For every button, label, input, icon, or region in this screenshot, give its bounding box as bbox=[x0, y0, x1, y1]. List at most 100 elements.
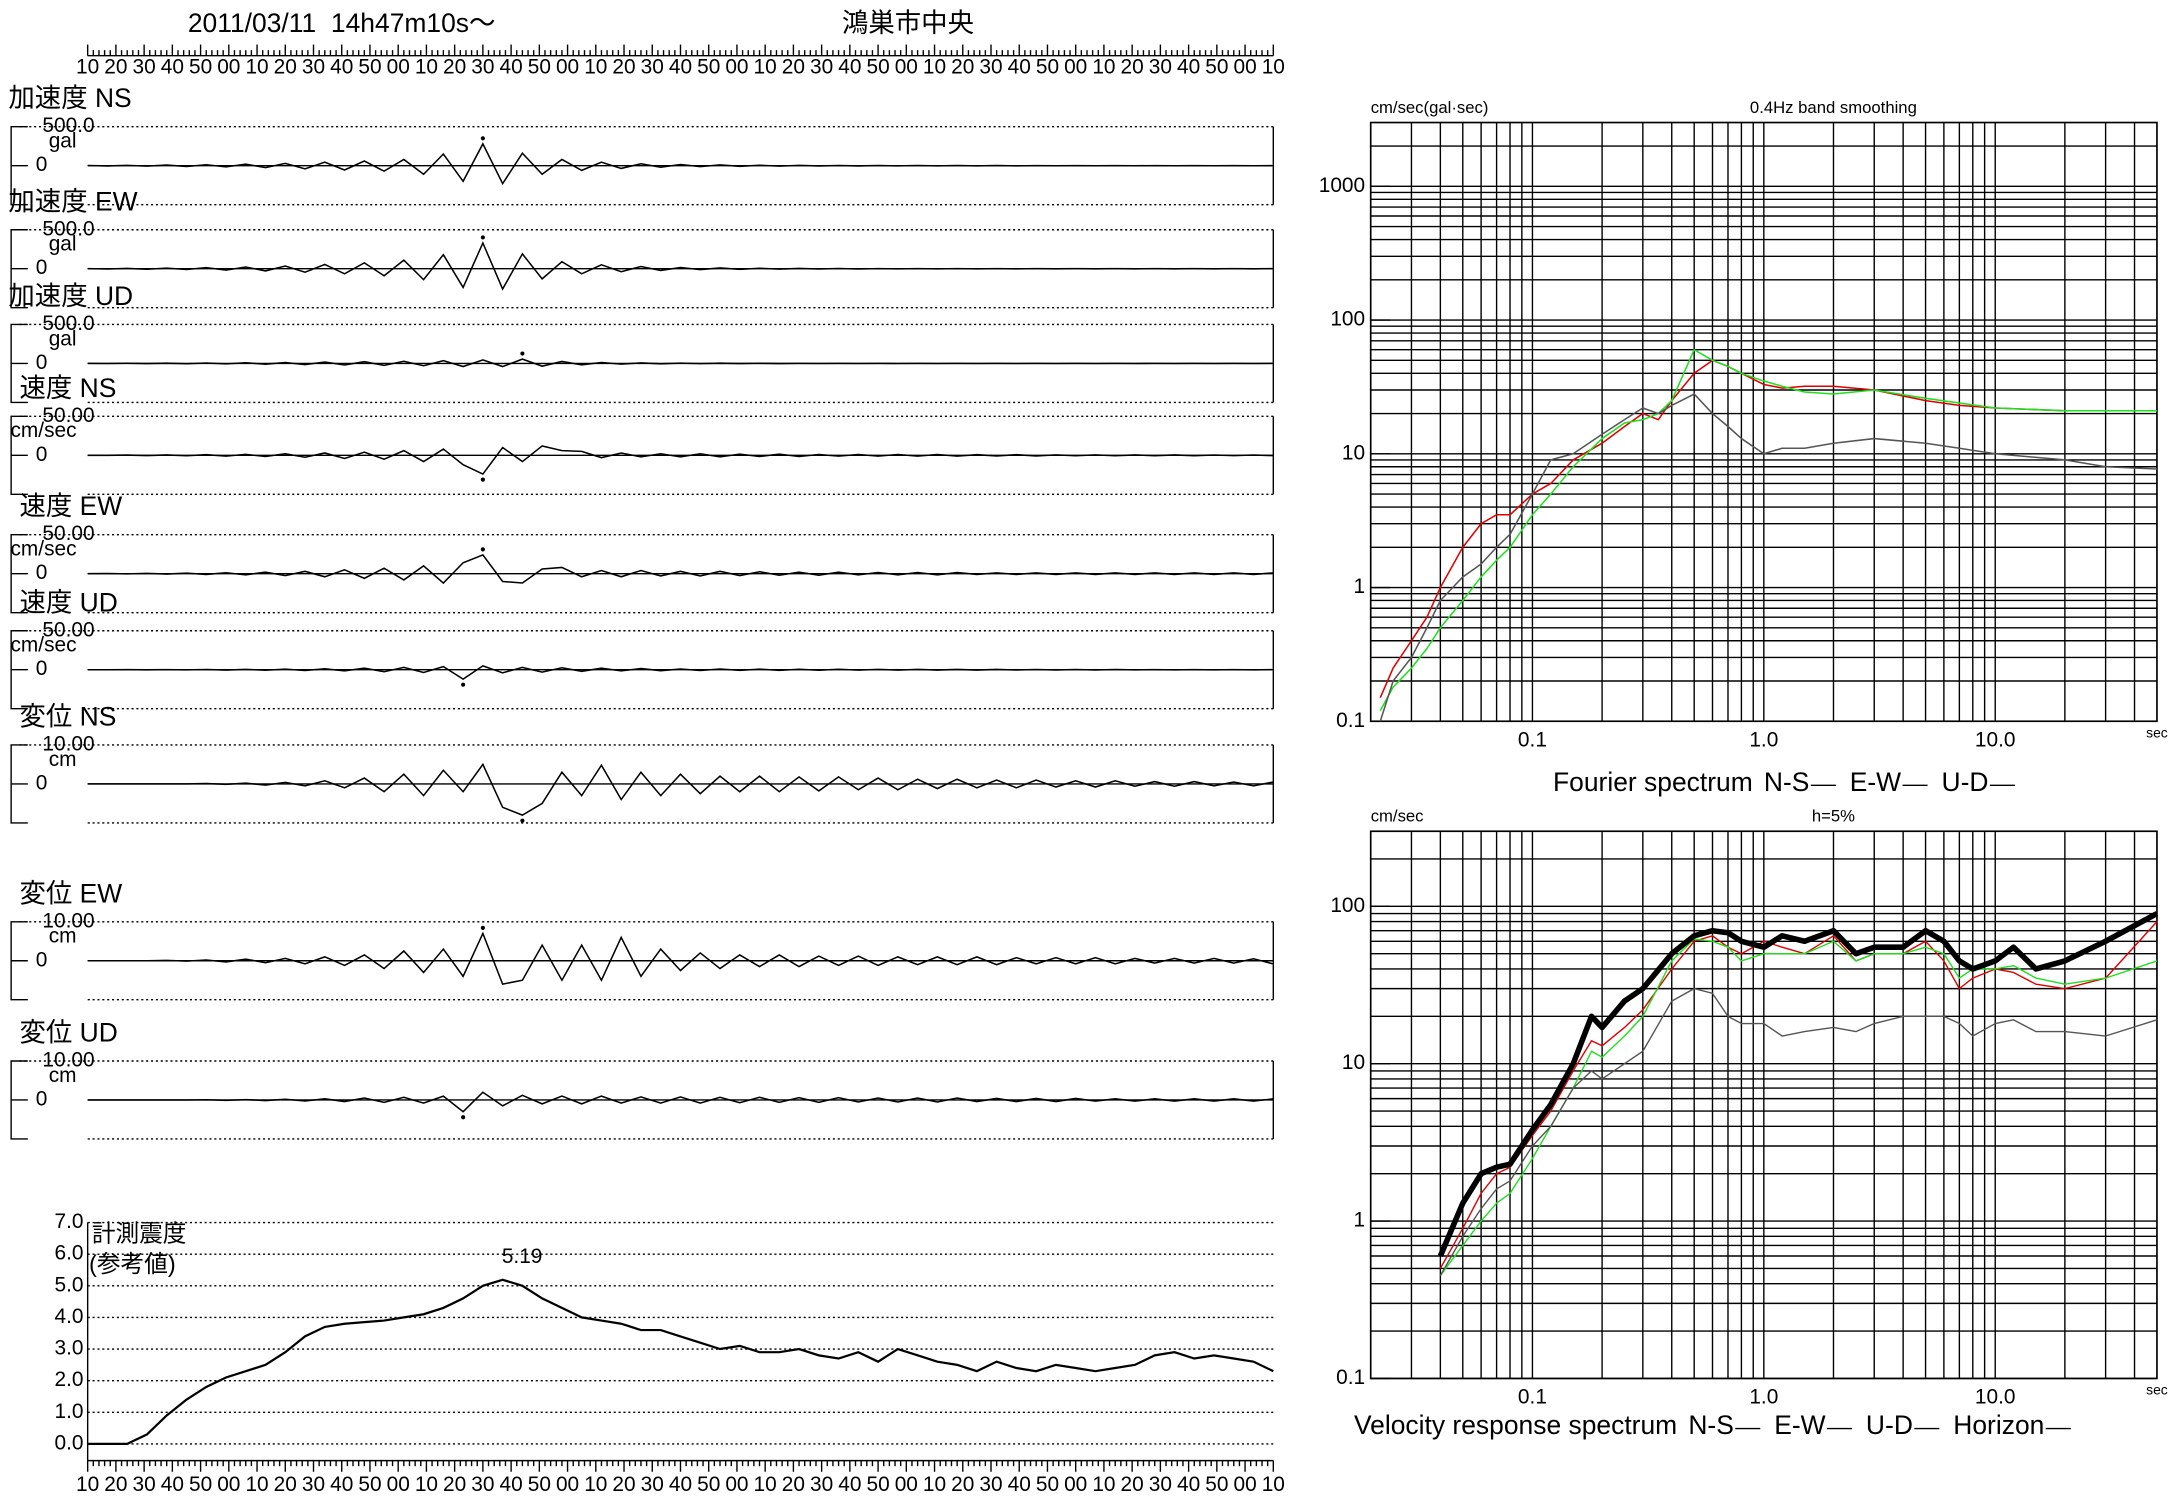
x-tick-label: 10 bbox=[415, 56, 438, 79]
x-tick-label: 50 bbox=[358, 1473, 381, 1496]
x-tick-label: 20 bbox=[104, 1473, 127, 1496]
x-tick-label: 40 bbox=[161, 1473, 184, 1496]
station-name: 鴻巣市中央 bbox=[842, 8, 974, 38]
y-tick-label: 1 bbox=[1354, 1209, 1366, 1232]
peak-dot bbox=[480, 235, 485, 240]
y-tick-label: 4.0 bbox=[55, 1305, 84, 1328]
x-tick-label: 40 bbox=[1177, 56, 1200, 79]
x-tick-label: 30 bbox=[979, 56, 1002, 79]
peak-dot bbox=[480, 136, 485, 141]
y-tick-label: 50.00 bbox=[42, 618, 94, 641]
legend-label: Horizon bbox=[1953, 1410, 2044, 1440]
x-tick-label: 20 bbox=[951, 56, 974, 79]
y-tick-label: 500.0 bbox=[42, 312, 94, 335]
x-axis-title: sec bbox=[2146, 724, 2168, 740]
x-tick-label: 1.0 bbox=[1749, 1385, 1778, 1408]
x-tick-label: 00 bbox=[895, 56, 918, 79]
x-tick-label: 20 bbox=[951, 1473, 974, 1496]
x-tick-label: 40 bbox=[161, 56, 184, 79]
y-tick-label: 1 bbox=[1354, 575, 1366, 598]
chart-title: 0.4Hz band smoothing bbox=[1750, 98, 1917, 117]
y-tick-label: 10.00 bbox=[42, 1049, 94, 1072]
y-tick-label: 0 bbox=[36, 948, 48, 971]
x-tick-label: 00 bbox=[895, 1473, 918, 1496]
x-tick-label: 10 bbox=[1262, 1473, 1285, 1496]
spectrum-line bbox=[1379, 393, 2157, 722]
y-tick-label: 0 bbox=[36, 153, 48, 176]
panel-title: 加速度 EW bbox=[8, 186, 137, 216]
x-tick-label: 30 bbox=[302, 1473, 325, 1496]
y-tick-label: 500.0 bbox=[42, 114, 94, 137]
panel-title: 加速度 NS bbox=[8, 83, 131, 113]
legend-label: N-S bbox=[1688, 1410, 1734, 1440]
peak-dot bbox=[480, 477, 485, 482]
panel-title: 変位 NS bbox=[19, 701, 116, 731]
spectrum-line bbox=[1379, 348, 2157, 712]
x-tick-label: 40 bbox=[1008, 56, 1031, 79]
waveform bbox=[87, 762, 1274, 816]
x-tick-label: 20 bbox=[443, 56, 466, 79]
x-tick-label: 30 bbox=[641, 1473, 664, 1496]
x-tick-label: 30 bbox=[1149, 1473, 1172, 1496]
x-tick-label: 10 bbox=[754, 56, 777, 79]
intensity-line bbox=[87, 1278, 1274, 1446]
y-tick-label: 100 bbox=[1330, 308, 1365, 331]
x-tick-label: 30 bbox=[302, 56, 325, 79]
x-tick-label: 30 bbox=[471, 1473, 494, 1496]
x-tick-label: 40 bbox=[838, 1473, 861, 1496]
unit-label: gal bbox=[49, 130, 77, 153]
y-axis-title: cm/sec bbox=[1371, 807, 1424, 826]
x-tick-label: 50 bbox=[1036, 56, 1059, 79]
peak-dot bbox=[461, 682, 466, 687]
x-tick-label: 10 bbox=[245, 56, 268, 79]
x-tick-label: 00 bbox=[556, 1473, 579, 1496]
x-tick-label: 40 bbox=[500, 1473, 523, 1496]
x-tick-label: 30 bbox=[471, 56, 494, 79]
x-tick-label: 10 bbox=[754, 1473, 777, 1496]
x-tick-label: 00 bbox=[725, 1473, 748, 1496]
panel-title: 加速度 UD bbox=[8, 281, 133, 311]
y-tick-label: 50.00 bbox=[42, 522, 94, 545]
x-tick-label: 50 bbox=[189, 1473, 212, 1496]
peak-dot bbox=[461, 1115, 466, 1120]
x-tick-label: 00 bbox=[217, 1473, 240, 1496]
spectrum-line bbox=[1439, 938, 2158, 1277]
x-tick-label: 40 bbox=[1008, 1473, 1031, 1496]
x-tick-label: 20 bbox=[782, 56, 805, 79]
x-tick-label: 10.0 bbox=[1975, 1385, 2016, 1408]
waveform bbox=[87, 241, 1274, 291]
x-tick-label: 50 bbox=[189, 56, 212, 79]
record-datetime: 2011/03/11 14h47m10s〜 bbox=[188, 8, 496, 38]
y-tick-label: 500.0 bbox=[42, 217, 94, 240]
x-tick-label: 20 bbox=[274, 1473, 297, 1496]
x-tick-label: 30 bbox=[641, 56, 664, 79]
x-axis-title: sec bbox=[2146, 1382, 2168, 1398]
waveform bbox=[87, 1091, 1274, 1113]
x-tick-label: 10 bbox=[584, 56, 607, 79]
x-tick-label: 20 bbox=[443, 1473, 466, 1496]
y-tick-label: 0.1 bbox=[1336, 1366, 1365, 1389]
x-tick-label: 00 bbox=[1233, 56, 1256, 79]
y-tick-label: 1.0 bbox=[55, 1400, 84, 1423]
x-tick-label: 50 bbox=[697, 1473, 720, 1496]
x-tick-label: 1.0 bbox=[1749, 728, 1778, 751]
unit-label: gal bbox=[49, 327, 77, 350]
x-tick-label: 00 bbox=[387, 56, 410, 79]
legend-title: Velocity response spectrum bbox=[1354, 1410, 1677, 1440]
x-tick-label: 20 bbox=[1121, 56, 1144, 79]
x-tick-label: 40 bbox=[330, 1473, 353, 1496]
y-tick-label: 0 bbox=[36, 771, 48, 794]
x-tick-label: 30 bbox=[810, 56, 833, 79]
y-tick-label: 10.00 bbox=[42, 732, 94, 755]
peak-dot bbox=[480, 925, 485, 930]
y-tick-label: 50.00 bbox=[42, 404, 94, 427]
x-tick-label: 0.1 bbox=[1518, 1385, 1547, 1408]
peak-dot bbox=[480, 547, 485, 552]
x-tick-label: 30 bbox=[133, 1473, 156, 1496]
y-tick-label: 1000 bbox=[1319, 174, 1365, 197]
y-tick-label: 100 bbox=[1330, 894, 1365, 917]
peak-label: 5.19 bbox=[502, 1245, 543, 1268]
waveform bbox=[87, 931, 1274, 986]
x-tick-label: 50 bbox=[866, 56, 889, 79]
panel-title: 速度 NS bbox=[19, 373, 116, 403]
